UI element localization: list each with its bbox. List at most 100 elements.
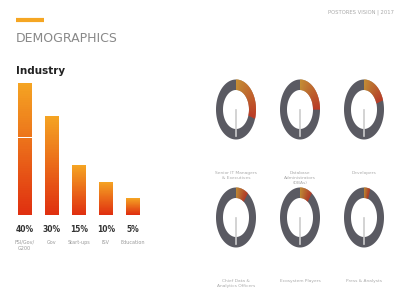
Polygon shape bbox=[313, 107, 320, 108]
Polygon shape bbox=[374, 89, 379, 96]
Polygon shape bbox=[311, 93, 317, 99]
Polygon shape bbox=[304, 81, 306, 91]
Text: 10%: 10% bbox=[285, 262, 315, 275]
Polygon shape bbox=[243, 192, 247, 201]
Polygon shape bbox=[368, 189, 370, 199]
Polygon shape bbox=[376, 95, 382, 101]
Polygon shape bbox=[372, 86, 377, 95]
Bar bbox=[99, 200, 113, 201]
Polygon shape bbox=[368, 189, 370, 199]
Polygon shape bbox=[366, 188, 368, 198]
Polygon shape bbox=[308, 85, 312, 94]
Polygon shape bbox=[301, 188, 302, 198]
Polygon shape bbox=[375, 94, 381, 100]
Bar bbox=[72, 191, 86, 192]
Polygon shape bbox=[242, 191, 246, 200]
Polygon shape bbox=[241, 190, 244, 200]
Polygon shape bbox=[305, 190, 308, 200]
Polygon shape bbox=[306, 83, 310, 92]
Polygon shape bbox=[313, 103, 320, 106]
Polygon shape bbox=[249, 104, 256, 106]
Polygon shape bbox=[367, 188, 368, 198]
Polygon shape bbox=[244, 193, 248, 202]
Polygon shape bbox=[313, 108, 320, 109]
Polygon shape bbox=[242, 190, 245, 200]
Polygon shape bbox=[366, 188, 367, 198]
Polygon shape bbox=[306, 191, 309, 200]
Polygon shape bbox=[238, 188, 240, 198]
Polygon shape bbox=[238, 188, 239, 198]
Polygon shape bbox=[304, 189, 307, 199]
Polygon shape bbox=[305, 82, 308, 92]
Bar bbox=[18, 164, 32, 166]
Bar bbox=[18, 208, 32, 210]
Polygon shape bbox=[249, 108, 256, 109]
Polygon shape bbox=[312, 97, 318, 102]
Bar bbox=[18, 182, 32, 184]
Bar bbox=[99, 199, 113, 200]
Polygon shape bbox=[239, 188, 240, 198]
Polygon shape bbox=[248, 96, 254, 101]
Polygon shape bbox=[302, 80, 303, 90]
Polygon shape bbox=[240, 189, 242, 199]
Polygon shape bbox=[303, 80, 305, 91]
Polygon shape bbox=[238, 80, 240, 90]
Polygon shape bbox=[243, 84, 247, 93]
Polygon shape bbox=[242, 190, 244, 200]
Polygon shape bbox=[367, 188, 369, 199]
Bar bbox=[18, 193, 32, 195]
Bar bbox=[72, 213, 86, 214]
Bar bbox=[18, 168, 32, 170]
Polygon shape bbox=[366, 80, 368, 90]
Bar bbox=[18, 142, 32, 144]
Bar bbox=[18, 113, 32, 116]
Polygon shape bbox=[308, 87, 313, 95]
Polygon shape bbox=[311, 94, 318, 100]
Polygon shape bbox=[239, 80, 240, 91]
Polygon shape bbox=[306, 82, 309, 92]
Polygon shape bbox=[312, 95, 318, 101]
Polygon shape bbox=[303, 188, 305, 199]
Bar bbox=[72, 177, 86, 178]
Polygon shape bbox=[373, 87, 378, 95]
Bar bbox=[18, 173, 32, 175]
Polygon shape bbox=[372, 85, 376, 94]
Polygon shape bbox=[243, 84, 247, 93]
Polygon shape bbox=[302, 188, 303, 198]
Polygon shape bbox=[371, 84, 374, 93]
Polygon shape bbox=[312, 101, 319, 104]
Polygon shape bbox=[306, 190, 308, 200]
Bar bbox=[45, 211, 59, 213]
Polygon shape bbox=[371, 84, 375, 93]
Bar bbox=[72, 197, 86, 198]
Bar bbox=[18, 85, 32, 87]
Polygon shape bbox=[308, 193, 312, 202]
Polygon shape bbox=[376, 98, 382, 102]
Polygon shape bbox=[236, 80, 237, 90]
Polygon shape bbox=[368, 189, 370, 199]
Bar bbox=[18, 210, 32, 212]
Bar bbox=[99, 196, 113, 197]
Text: POSTORES VISION | 2017: POSTORES VISION | 2017 bbox=[328, 10, 394, 15]
Polygon shape bbox=[249, 114, 256, 117]
Polygon shape bbox=[368, 189, 369, 199]
Polygon shape bbox=[367, 188, 369, 199]
Polygon shape bbox=[241, 190, 244, 200]
Polygon shape bbox=[366, 188, 367, 198]
Polygon shape bbox=[365, 188, 366, 198]
Polygon shape bbox=[365, 188, 366, 198]
Polygon shape bbox=[375, 94, 381, 99]
Polygon shape bbox=[301, 188, 302, 198]
Polygon shape bbox=[307, 192, 310, 201]
Bar bbox=[72, 188, 86, 189]
Bar bbox=[45, 193, 59, 195]
Polygon shape bbox=[301, 80, 302, 90]
Polygon shape bbox=[372, 85, 376, 94]
Polygon shape bbox=[368, 81, 371, 91]
Bar bbox=[45, 148, 59, 150]
Polygon shape bbox=[246, 90, 252, 97]
Polygon shape bbox=[244, 86, 249, 94]
Bar bbox=[72, 203, 86, 204]
Polygon shape bbox=[304, 189, 306, 199]
Bar bbox=[99, 183, 113, 184]
